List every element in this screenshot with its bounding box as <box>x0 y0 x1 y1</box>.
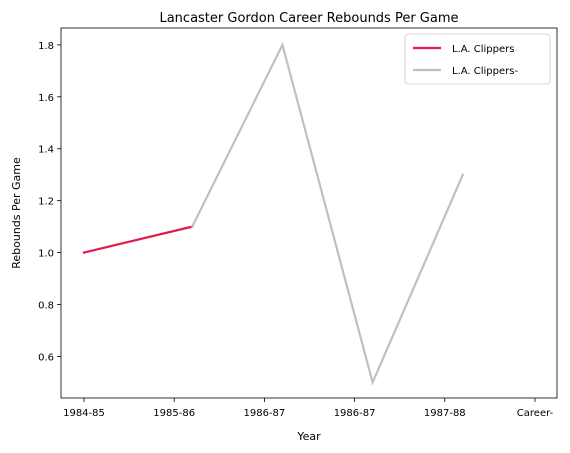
y-tick-label: 0.8 <box>38 301 54 312</box>
series-line-2 <box>190 41 465 386</box>
legend-box <box>404 33 551 85</box>
x-tick-label: Career- <box>517 408 554 419</box>
axis-ticks: 1984-85 1985-86 1986-87 1986-87 1987-88 Caree… <box>38 41 553 419</box>
y-axis-label: Rebounds Per Game <box>10 157 23 269</box>
legend-label-series-2: L.A. Clippers- <box>452 66 518 77</box>
legend-label-series-1: L.A. Clippers <box>452 44 514 55</box>
x-axis-label: Year <box>296 430 321 443</box>
y-tick-label: 1.8 <box>38 41 54 52</box>
legend: L.A. Clippers L.A. Clippers- <box>404 33 551 85</box>
x-tick-label: 1986-87 <box>244 408 286 419</box>
x-tick-label: 1986-87 <box>334 408 376 419</box>
series-line-1 <box>82 225 194 254</box>
y-tick-label: 0.6 <box>38 352 54 363</box>
plot-frame <box>60 27 558 399</box>
x-tick-label: 1984-85 <box>63 408 105 419</box>
chart-title: Lancaster Gordon Career Rebounds Per Gam… <box>159 11 458 26</box>
plot-lines <box>82 41 465 386</box>
y-tick-label: 1.4 <box>38 145 54 156</box>
x-tick-label: 1985-86 <box>153 408 195 419</box>
x-tick-label: 1987-88 <box>424 408 466 419</box>
y-tick-label: 1.2 <box>38 197 54 208</box>
y-tick-label: 1.6 <box>38 93 54 104</box>
y-tick-label: 1.0 <box>38 249 54 260</box>
